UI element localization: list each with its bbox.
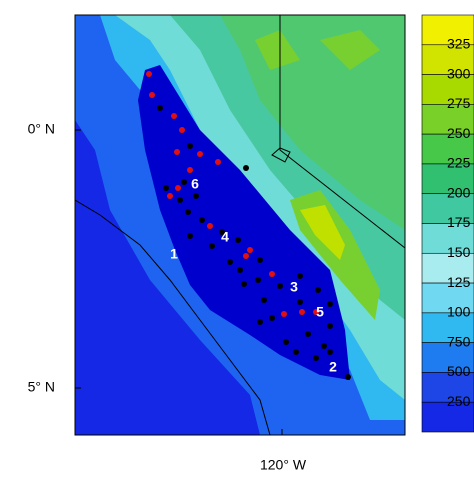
site-dot — [146, 71, 152, 77]
site-dot — [269, 271, 275, 277]
site-dot — [243, 253, 249, 259]
site-dot — [315, 287, 321, 293]
site-dot — [305, 331, 311, 337]
site-dot — [187, 143, 193, 149]
site-dot — [327, 301, 333, 307]
site-dot — [209, 243, 215, 249]
state-border — [75, 15, 405, 249]
site-label: 5 — [316, 304, 324, 320]
site-dot — [227, 259, 233, 265]
colorbar-box — [421, 252, 474, 284]
colorbar-label: 750 — [447, 333, 471, 349]
lat-label: 5° N — [28, 379, 55, 395]
site-dot — [187, 233, 193, 239]
site-dot — [297, 273, 303, 279]
lat-label: 0° N — [28, 121, 55, 137]
band-1750 — [220, 15, 405, 230]
colorbar-label: 250 — [447, 125, 471, 141]
colorbar-box — [421, 223, 474, 254]
site-dot — [247, 247, 253, 253]
site-label: 4 — [221, 229, 229, 245]
band-2500 — [300, 205, 345, 260]
colorbar-label: 200 — [447, 184, 471, 200]
site-dot — [327, 323, 333, 329]
map-frame — [74, 14, 406, 436]
site-dot — [257, 319, 263, 325]
colorbar-box — [421, 401, 474, 433]
site-dot — [167, 193, 173, 199]
colorbar-box — [421, 312, 474, 343]
site-dot — [269, 315, 275, 321]
site-label: 1 — [170, 246, 178, 262]
colorbar-label: 100 — [447, 304, 471, 320]
site-dot — [149, 92, 155, 98]
colorbar-label: 500 — [447, 363, 471, 379]
site-dot — [163, 185, 169, 191]
site-dot — [297, 299, 303, 305]
site-dot — [185, 209, 191, 215]
site-dot — [281, 311, 287, 317]
site-dot — [199, 217, 205, 223]
site-dot — [215, 159, 221, 165]
colorbar: 325 300 275 250 225 200 175 150 125 100 750 500 250 — [421, 14, 474, 433]
site-dot — [235, 237, 241, 243]
site-dot — [283, 339, 289, 345]
site-dot — [157, 105, 163, 111]
colorbar-box — [421, 44, 474, 75]
colorbar-label: 225 — [447, 155, 471, 171]
site-dot — [237, 267, 243, 273]
site-dot — [261, 297, 267, 303]
colorbar-box — [421, 74, 474, 105]
site-dot — [345, 374, 351, 380]
colorbar-label: 275 — [447, 95, 471, 111]
site-dot — [207, 223, 213, 229]
colorbar-label: 150 — [447, 244, 471, 260]
colorbar-box — [421, 342, 474, 373]
site-dot — [243, 165, 249, 171]
site-dots: 1 2 3 4 5 6 — [146, 71, 351, 380]
site-dot — [197, 151, 203, 157]
lake — [271, 147, 291, 163]
band-2000 — [255, 30, 380, 70]
colorbar-label: 325 — [447, 35, 471, 51]
site-dot — [219, 229, 225, 235]
site-dot — [299, 309, 305, 315]
site-dot — [193, 193, 199, 199]
site-dot — [174, 149, 180, 155]
site-dot — [175, 185, 181, 191]
site-dot — [177, 197, 183, 203]
lon-label: 120° W — [260, 457, 307, 473]
colorbar-box — [421, 372, 474, 403]
site-dot — [255, 277, 261, 283]
site-dot — [277, 283, 283, 289]
site-label: 6 — [191, 176, 199, 192]
site-dot — [257, 257, 263, 263]
elevation-field — [75, 15, 405, 435]
site-dot — [321, 343, 327, 349]
site-dot — [241, 281, 247, 287]
colorbar-box — [421, 104, 474, 135]
site-label: 2 — [329, 359, 337, 375]
colorbar-box — [421, 282, 474, 314]
colorbar-label: 250 — [447, 393, 471, 409]
site-dot — [187, 167, 193, 173]
colorbar-label: 175 — [447, 214, 471, 230]
site-dot — [181, 179, 187, 185]
colorbar-label: 125 — [447, 274, 471, 290]
site-dot — [179, 127, 185, 133]
site-label: 3 — [290, 279, 298, 295]
coastline — [75, 199, 271, 435]
colorbar-label: 300 — [447, 65, 471, 81]
site-dot — [327, 349, 333, 355]
site-dot — [171, 113, 177, 119]
site-dot — [313, 355, 319, 361]
site-dot — [313, 309, 319, 315]
site-dot — [293, 349, 299, 355]
colorbar-box — [421, 163, 474, 195]
